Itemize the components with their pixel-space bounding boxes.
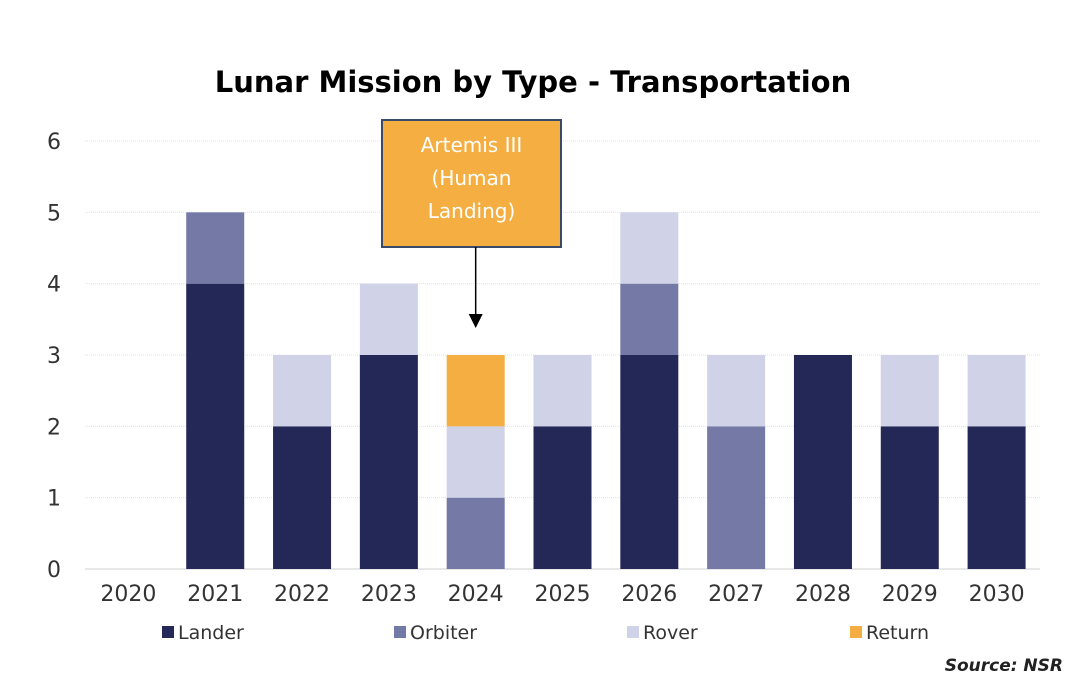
- bar-segment-lander-2029: [880, 426, 939, 569]
- bar-segment-orbiter-2024: [446, 497, 505, 569]
- bar-segment-lander-2021: [186, 283, 245, 569]
- x-tick-label: 2030: [969, 582, 1025, 607]
- bar-segment-lander-2030: [967, 426, 1026, 569]
- x-tick-label: 2029: [882, 582, 938, 607]
- callout-arrow-head: [468, 314, 483, 328]
- x-tick-label: 2025: [535, 582, 591, 607]
- bar-segment-return-2024: [446, 355, 505, 427]
- legend-swatch-return: [850, 626, 862, 638]
- x-tick-label: 2026: [621, 582, 677, 607]
- bar-segment-lander-2023: [359, 355, 418, 569]
- callout-box: [381, 119, 562, 248]
- x-axis-ticks: 2020 2021 2022 2023 2024 2025 2026 2027 2028 2029…: [100, 582, 1024, 607]
- x-tick-label: 2024: [448, 582, 504, 607]
- bar-segment-lander-2022: [273, 426, 332, 569]
- y-tick-label: 6: [47, 130, 61, 155]
- legend-swatch-rover: [627, 626, 639, 638]
- callout-text-line: Artemis III: [421, 133, 523, 157]
- bars: [186, 212, 1026, 569]
- x-tick-label: 2020: [100, 582, 156, 607]
- x-tick-label: 2022: [274, 582, 330, 607]
- x-tick-label: 2023: [361, 582, 417, 607]
- bar-segment-orbiter-2026: [620, 283, 679, 355]
- bar-segment-rover-2029: [880, 355, 939, 427]
- y-tick-label: 5: [47, 201, 61, 226]
- chart-title: Lunar Mission by Type - Transportation: [215, 65, 852, 99]
- legend-swatch-lander: [162, 626, 174, 638]
- callout-text-line: Landing): [428, 199, 516, 223]
- legend-label-rover: Rover: [643, 622, 698, 644]
- y-tick-label: 3: [47, 344, 61, 369]
- bar-segment-lander-2026: [620, 355, 679, 569]
- bar-segment-orbiter-2021: [186, 212, 245, 284]
- x-tick-label: 2028: [795, 582, 851, 607]
- bar-segment-rover-2022: [273, 355, 332, 427]
- y-tick-label: 0: [47, 558, 61, 583]
- y-tick-label: 1: [47, 487, 61, 512]
- x-tick-label: 2027: [708, 582, 764, 607]
- x-tick-label: 2021: [187, 582, 243, 607]
- legend-label-orbiter: Orbiter: [410, 622, 477, 644]
- bar-segment-orbiter-2027: [707, 426, 766, 569]
- y-tick-label: 2: [47, 415, 61, 440]
- y-tick-label: 4: [47, 273, 61, 298]
- annotation-callout: Artemis III (Human Landing): [381, 119, 562, 328]
- bar-segment-lander-2025: [533, 426, 592, 569]
- bar-segment-lander-2028: [793, 355, 852, 569]
- bar-segment-rover-2030: [967, 355, 1026, 427]
- bar-segment-rover-2027: [707, 355, 766, 427]
- bar-segment-rover-2023: [359, 283, 418, 355]
- bar-segment-rover-2025: [533, 355, 592, 427]
- legend-label-return: Return: [866, 622, 929, 644]
- y-axis-ticks: 0 1 2 3 4 5 6: [47, 130, 61, 583]
- legend-swatch-orbiter: [394, 626, 406, 638]
- callout-text-line: (Human: [432, 166, 512, 190]
- legend: Lander Orbiter Rover Return: [162, 622, 929, 644]
- bar-segment-rover-2024: [446, 426, 505, 498]
- source-note: Source: NSR: [945, 656, 1063, 676]
- legend-label-lander: Lander: [178, 622, 244, 644]
- bar-segment-rover-2026: [620, 212, 679, 284]
